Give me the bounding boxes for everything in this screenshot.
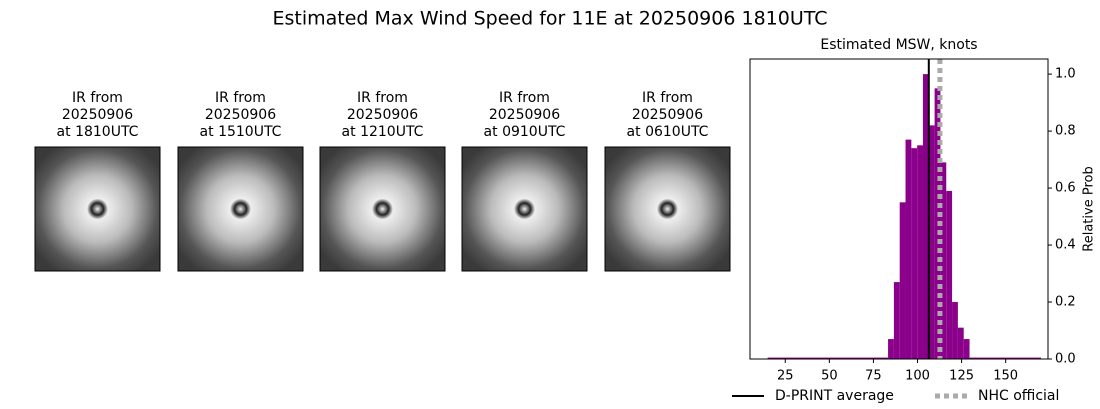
- bar: [957, 327, 964, 359]
- x-tick-label: 100: [905, 369, 930, 384]
- panel-caption: IR from: [642, 90, 693, 106]
- satellite-image: [461, 146, 588, 272]
- bar: [917, 145, 923, 359]
- x-tick-label: 125: [949, 369, 974, 384]
- panel-caption: IR from: [357, 90, 408, 106]
- panel-caption: 20250906: [62, 107, 133, 123]
- bar: [905, 139, 912, 359]
- bar: [946, 190, 953, 359]
- panel-caption: at 0910UTC: [484, 124, 566, 140]
- y-tick-label: 0.8: [1055, 124, 1076, 139]
- chart-title: Estimated MSW, knots: [820, 37, 977, 53]
- panel-caption: 20250906: [205, 107, 276, 123]
- x-tick-label: 150: [993, 369, 1018, 384]
- panel-caption: at 1810UTC: [57, 124, 139, 140]
- figure-title: Estimated Max Wind Speed for 11E at 2025…: [272, 8, 827, 30]
- bar: [893, 282, 900, 359]
- y-tick-label: 0.2: [1055, 295, 1076, 310]
- x-tick-label: 75: [865, 369, 882, 384]
- panel-caption: at 0610UTC: [627, 124, 709, 140]
- bar: [969, 357, 1041, 359]
- x-tick-label: 25: [777, 369, 794, 384]
- legend-label: D-PRINT average: [775, 388, 894, 404]
- panel-caption: IR from: [499, 90, 550, 106]
- y-tick-label: 0.4: [1055, 238, 1076, 253]
- x-tick-label: 50: [821, 369, 838, 384]
- bar: [767, 357, 889, 359]
- y-tick-label: 1.0: [1055, 67, 1076, 82]
- panel-caption: at 1510UTC: [200, 124, 282, 140]
- panel-caption: IR from: [215, 90, 266, 106]
- bar: [928, 125, 935, 359]
- satellite-image: [604, 146, 731, 272]
- bar: [899, 202, 906, 359]
- y-tick-label: 0.6: [1055, 181, 1076, 196]
- y-axis-label: Relative Prob: [1082, 166, 1097, 251]
- bar: [940, 162, 947, 359]
- panel-caption: 20250906: [489, 107, 560, 123]
- y-tick-label: 0.0: [1055, 352, 1076, 367]
- bar: [963, 339, 970, 359]
- legend-label: NHC official: [978, 388, 1059, 404]
- satellite-image: [177, 146, 304, 272]
- panel-caption: 20250906: [632, 107, 703, 123]
- bar: [952, 302, 958, 359]
- panel-caption: at 1210UTC: [342, 124, 424, 140]
- plot-frame: [749, 58, 1049, 360]
- satellite-image: [319, 146, 446, 272]
- bar: [922, 74, 929, 359]
- bar: [888, 339, 894, 359]
- bar: [911, 148, 918, 359]
- satellite-image: [34, 146, 161, 272]
- panel-caption: IR from: [72, 90, 123, 106]
- panel-caption: 20250906: [347, 107, 418, 123]
